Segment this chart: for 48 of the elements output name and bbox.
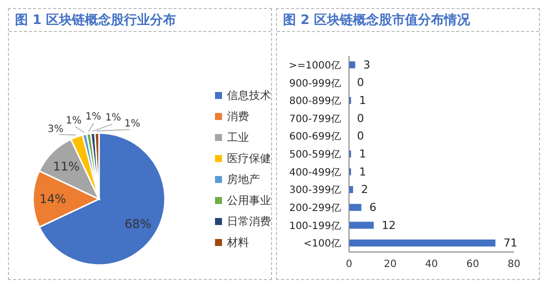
data-label: 1%: [66, 116, 82, 127]
legend-label: 材料: [227, 235, 249, 250]
x-tick-label: 20: [384, 259, 397, 270]
legend-label: 信息技术: [227, 88, 271, 103]
x-tick-label: 80: [508, 259, 520, 270]
y-tick-label: 300-399亿: [289, 185, 341, 196]
y-tick-label: <100亿: [304, 238, 341, 250]
data-label: 3: [363, 58, 370, 72]
y-tick-label: 500-599亿: [289, 150, 341, 161]
x-tick-label: 0: [346, 259, 352, 270]
legend-label: 工业: [227, 130, 249, 145]
legend-label: 房地产: [227, 172, 260, 187]
bar: [349, 222, 374, 229]
y-tick-label: >=1000亿: [288, 60, 341, 72]
data-label: 0: [357, 130, 364, 143]
y-tick-label: 600-699亿: [289, 132, 341, 143]
data-label: 11%: [52, 159, 80, 174]
bar: [349, 240, 496, 247]
bar: [349, 204, 362, 211]
y-tick-label: 800-899亿: [289, 96, 341, 108]
data-label: 68%: [124, 216, 152, 231]
data-label: 0: [357, 112, 364, 125]
y-tick-label: 200-299亿: [289, 203, 341, 214]
x-tick-label: 40: [425, 259, 438, 270]
data-label: 1%: [105, 112, 122, 124]
y-tick-label: 100-199亿: [289, 220, 341, 232]
data-label: 0: [357, 76, 364, 90]
y-tick-label: 400-499亿: [289, 167, 341, 178]
data-label: 1%: [124, 118, 140, 130]
x-tick-label: 60: [466, 259, 480, 270]
chart-title: 图 2 区块链概念股市值分布情况: [277, 9, 539, 32]
data-label: 1: [359, 94, 366, 108]
data-label: 71: [503, 236, 518, 250]
legend-label: 消费: [227, 109, 249, 124]
legend-label: 公用事业: [227, 193, 271, 208]
data-label: 1%: [85, 112, 102, 123]
data-label: 14%: [39, 192, 66, 206]
data-label: 1: [359, 165, 366, 178]
data-label: 1: [359, 148, 366, 160]
y-tick-label: 900-999亿: [289, 78, 341, 90]
data-label: 6: [369, 200, 376, 214]
chart-title: 图 1 区块链概念股行业分布: [9, 9, 271, 32]
data-label: 3%: [48, 124, 64, 135]
legend-label: 日常消费: [227, 214, 271, 229]
data-label: 12: [382, 218, 396, 232]
data-label: 2: [361, 183, 368, 196]
y-tick-label: 700-799亿: [289, 114, 341, 125]
legend-label: 医疗保健: [227, 151, 271, 166]
